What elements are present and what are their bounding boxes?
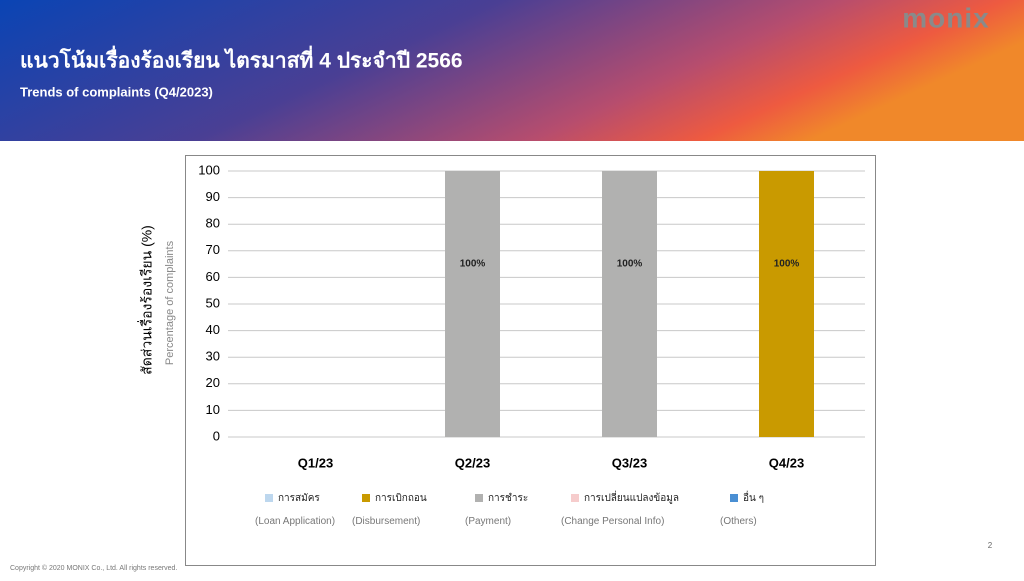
- subtitle: Trends of complaints (Q4/2023): [20, 84, 213, 99]
- data-label: 100%: [617, 259, 643, 270]
- y-tick-label: 0: [213, 428, 220, 443]
- y-axis-title: สัดส่วนเรื่องร้องเรียน (%): [138, 225, 155, 375]
- data-label: 100%: [460, 259, 486, 270]
- legend-sublabel: (Loan Application): [255, 516, 335, 527]
- y-tick-label: 50: [206, 295, 220, 310]
- legend-label: การชำระ: [488, 493, 528, 504]
- y-tick-label: 30: [206, 349, 220, 364]
- x-tick-label: Q3/23: [612, 455, 647, 470]
- y-tick-label: 80: [206, 216, 220, 231]
- logo: monix: [902, 2, 989, 33]
- legend-swatch: [265, 494, 273, 502]
- y-tick-label: 70: [206, 242, 220, 257]
- legend-sublabel: (Disbursement): [352, 516, 420, 527]
- bar-segment: [759, 171, 814, 437]
- x-tick-label: Q1/23: [298, 455, 333, 470]
- y-tick-label: 10: [206, 402, 220, 417]
- legend-sublabel: (Change Personal Info): [561, 516, 664, 527]
- y-tick-label: 60: [206, 269, 220, 284]
- data-label: 100%: [774, 259, 800, 270]
- y-tick-label: 20: [206, 375, 220, 390]
- legend-swatch: [571, 494, 579, 502]
- y-tick-label: 90: [206, 189, 220, 204]
- legend-swatch: [362, 494, 370, 502]
- page-number: 2: [988, 541, 993, 550]
- legend-label: อื่น ๆ: [743, 490, 764, 504]
- x-tick-label: Q2/23: [455, 455, 490, 470]
- y-tick-label: 100: [198, 162, 220, 177]
- legend-label: การสมัคร: [278, 493, 320, 504]
- header-band: [0, 0, 1024, 141]
- x-tick-label: Q4/23: [769, 455, 804, 470]
- bar-segment: [445, 171, 500, 437]
- legend-label: การเปลี่ยนแปลงข้อมูล: [584, 490, 679, 504]
- legend-sublabel: (Payment): [465, 516, 511, 527]
- legend-sublabel: (Others): [720, 516, 757, 527]
- legend-swatch: [730, 494, 738, 502]
- y-axis-subtitle: Percentage of complaints: [164, 240, 176, 365]
- bar-segment: [602, 171, 657, 437]
- copyright: Copyright © 2020 MONIX Co., Ltd. All rig…: [10, 564, 177, 572]
- legend-swatch: [475, 494, 483, 502]
- legend-label: การเบิกถอน: [375, 493, 427, 504]
- title: แนวโน้มเรื่องร้องเรียน ไตรมาสที่ 4 ประจำ…: [20, 45, 463, 73]
- y-tick-label: 40: [206, 322, 220, 337]
